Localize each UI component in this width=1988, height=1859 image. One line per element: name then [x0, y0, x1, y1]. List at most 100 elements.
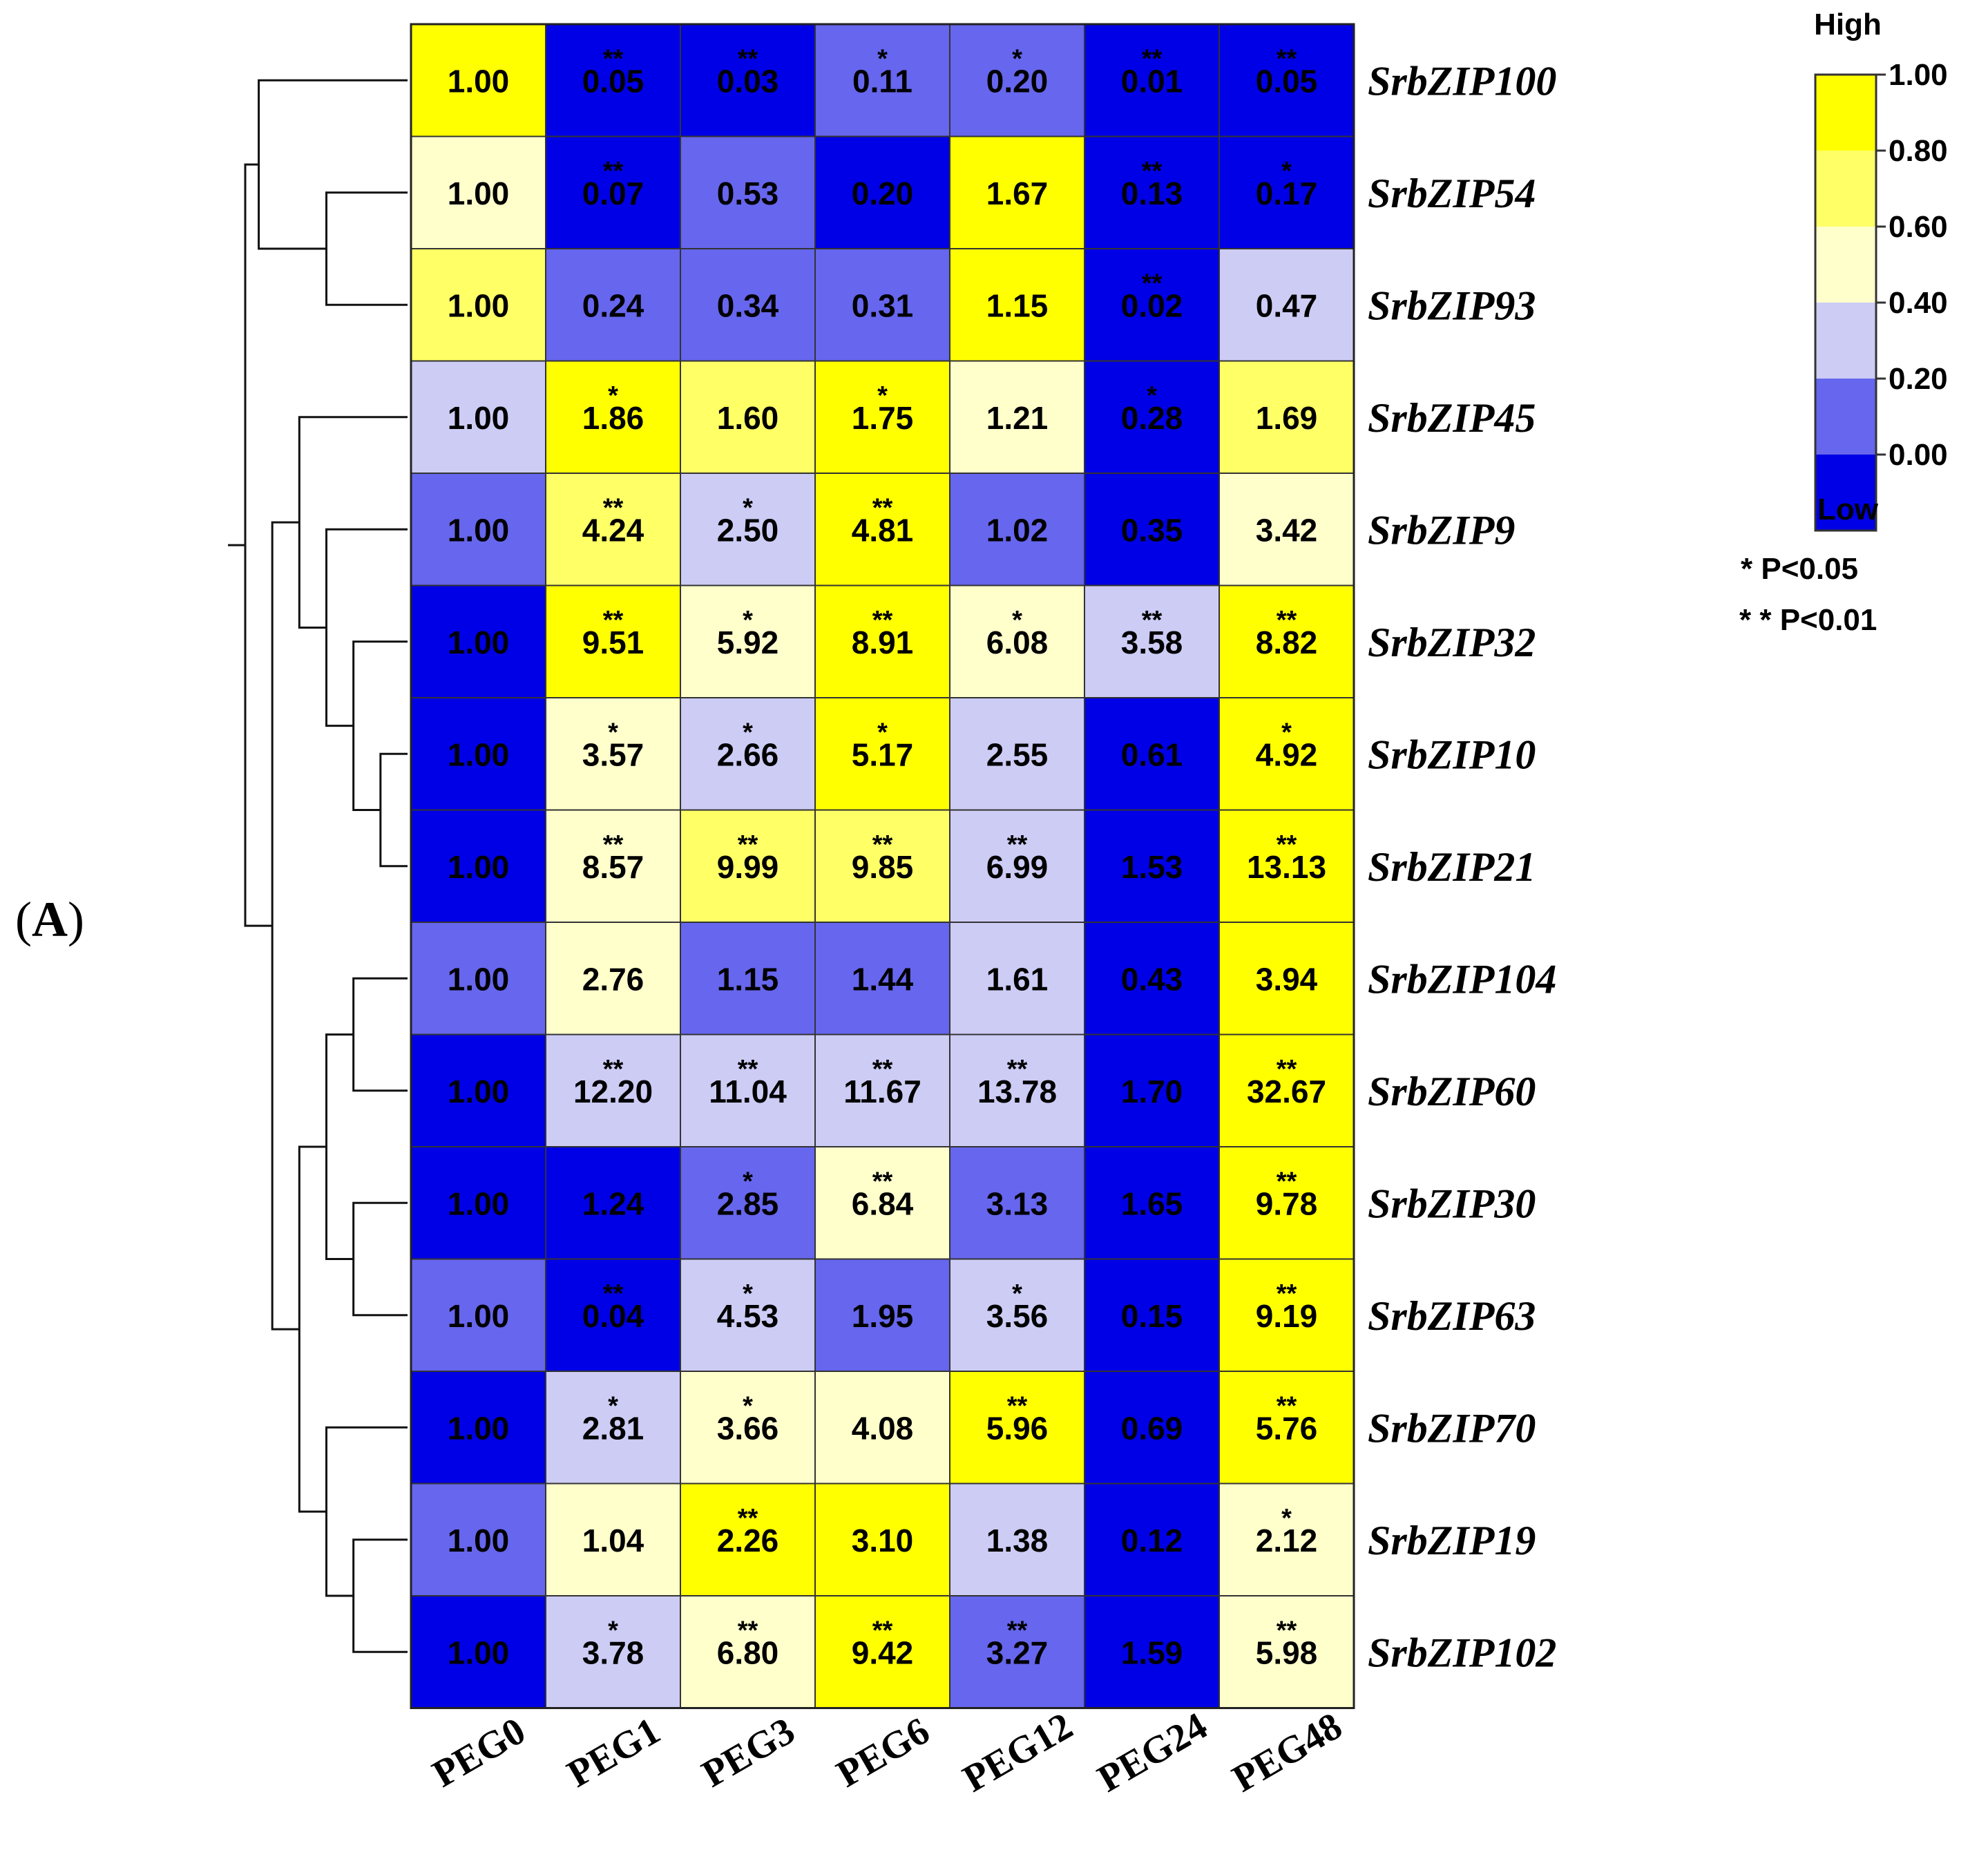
heatmap-cell [949, 922, 1085, 1036]
cell-significance: ** [1277, 1167, 1297, 1196]
heatmap-cell [545, 697, 681, 811]
cell-value: 3.94 [1256, 961, 1318, 997]
heatmap-cell [949, 1146, 1085, 1260]
cell-value: 0.05 [582, 63, 644, 99]
cell-value: 2.50 [717, 512, 779, 548]
heatmap-cell [1084, 473, 1220, 587]
cell-value: 0.02 [1121, 287, 1183, 323]
gene-label: SrbZIP102 [1368, 1630, 1556, 1675]
cell-significance: ** [1007, 1616, 1028, 1645]
cell-significance: ** [738, 1616, 758, 1645]
heatmap-cell [545, 809, 681, 923]
cell-value: 0.04 [582, 1298, 644, 1334]
cell-value: 5.98 [1256, 1634, 1318, 1670]
gene-label: SrbZIP32 [1368, 620, 1536, 665]
cell-value: 1.00 [448, 1523, 510, 1558]
cell-value: 11.04 [709, 1074, 787, 1109]
cell-value: 1.21 [986, 400, 1049, 436]
cell-value: 1.00 [448, 400, 510, 436]
heatmap-cell [1084, 360, 1220, 474]
heatmap-cell [949, 360, 1085, 474]
cell-value: 1.00 [448, 1298, 510, 1334]
cell-value: 3.56 [986, 1298, 1049, 1334]
cell-value: 4.53 [717, 1298, 779, 1334]
heatmap-cell [410, 809, 546, 923]
heatmap-cell [545, 1483, 681, 1596]
cell-significance: ** [603, 157, 624, 186]
cell-significance: ** [603, 830, 624, 859]
cell-value: 3.78 [582, 1634, 644, 1670]
cell-significance: ** [1277, 44, 1297, 73]
cell-significance: * [608, 718, 618, 747]
cell-value: 1.65 [1121, 1185, 1183, 1221]
cell-value: 9.78 [1256, 1185, 1318, 1221]
cell-value: 1.00 [448, 849, 510, 885]
cell-value: 1.95 [852, 1298, 914, 1334]
gene-label: SrbZIP19 [1368, 1518, 1536, 1563]
cell-significance: ** [1277, 606, 1297, 635]
cell-value: 3.10 [852, 1523, 914, 1558]
dendrogram-branch [325, 528, 408, 727]
dendrogram-branch [379, 752, 408, 868]
cell-value: 1.00 [448, 1185, 510, 1221]
cell-significance: ** [738, 830, 758, 859]
heatmap-cell [1218, 1371, 1355, 1485]
cell-value: 6.99 [986, 849, 1049, 885]
cell-value: 2.76 [582, 961, 644, 997]
heatmap-cell [949, 135, 1085, 249]
cell-value: 9.85 [852, 849, 914, 885]
dendrogram-branch [258, 79, 408, 250]
heatmap-cell [1218, 1146, 1355, 1260]
legend-tick-label: 0.00 [1889, 438, 1948, 472]
cell-significance: * [608, 1391, 618, 1420]
cell-value: 2.81 [582, 1410, 644, 1446]
cell-significance: ** [1142, 44, 1163, 73]
heatmap-cell [1218, 922, 1355, 1036]
cell-significance: ** [872, 1616, 893, 1645]
cell-value: 0.47 [1256, 287, 1318, 323]
column-label: PEG0 [426, 1709, 533, 1795]
heatmap-cell [814, 1371, 950, 1485]
cell-value: 1.00 [448, 1634, 510, 1670]
heatmap-cell [410, 1483, 546, 1596]
cell-significance: ** [603, 606, 624, 635]
legend-band [1815, 455, 1876, 531]
gene-label: SrbZIP9 [1368, 507, 1515, 553]
heatmap-cell [545, 135, 681, 249]
cell-significance: * [1281, 157, 1292, 186]
cell-value: 4.08 [852, 1410, 914, 1446]
cell-value: 1.38 [986, 1523, 1049, 1558]
heatmap-cell [949, 584, 1085, 698]
heatmap-cell [1218, 697, 1355, 811]
cell-value: 0.20 [852, 175, 914, 211]
cell-value: 1.44 [852, 961, 914, 997]
cell-value: 0.24 [582, 287, 644, 323]
cell-value: 0.01 [1121, 63, 1183, 99]
cell-value: 0.15 [1121, 1298, 1183, 1334]
heatmap-cell [410, 248, 546, 362]
heatmap-cell [1084, 1033, 1220, 1147]
heatmap-cell [814, 809, 950, 923]
column-label: PEG12 [956, 1704, 1080, 1800]
cell-value: 5.76 [1256, 1410, 1318, 1446]
legend-band [1815, 75, 1876, 151]
cell-significance: ** [603, 1279, 624, 1308]
cell-value: 2.12 [1256, 1523, 1318, 1558]
heatmap-cell [814, 248, 950, 362]
dendrogram-branch [352, 640, 408, 811]
cell-value: 0.13 [1121, 175, 1183, 211]
cell-significance: * [1281, 718, 1292, 747]
legend-color-bar [1814, 73, 1877, 532]
cell-significance: * [743, 493, 753, 522]
heatmap-cell [814, 135, 950, 249]
cell-value: 1.04 [582, 1523, 644, 1558]
cell-value: 0.20 [986, 63, 1049, 99]
heatmap-cell [1084, 1258, 1220, 1372]
cell-value: 3.57 [582, 736, 644, 772]
heatmap-cell [410, 922, 546, 1036]
dendrogram-branch [352, 977, 408, 1092]
sig-note-p01: * * P<0.01 [1739, 603, 1877, 637]
cell-value: 4.92 [1256, 736, 1318, 772]
dendrogram-branch [298, 1145, 327, 1513]
heatmap-cell [1084, 922, 1220, 1036]
